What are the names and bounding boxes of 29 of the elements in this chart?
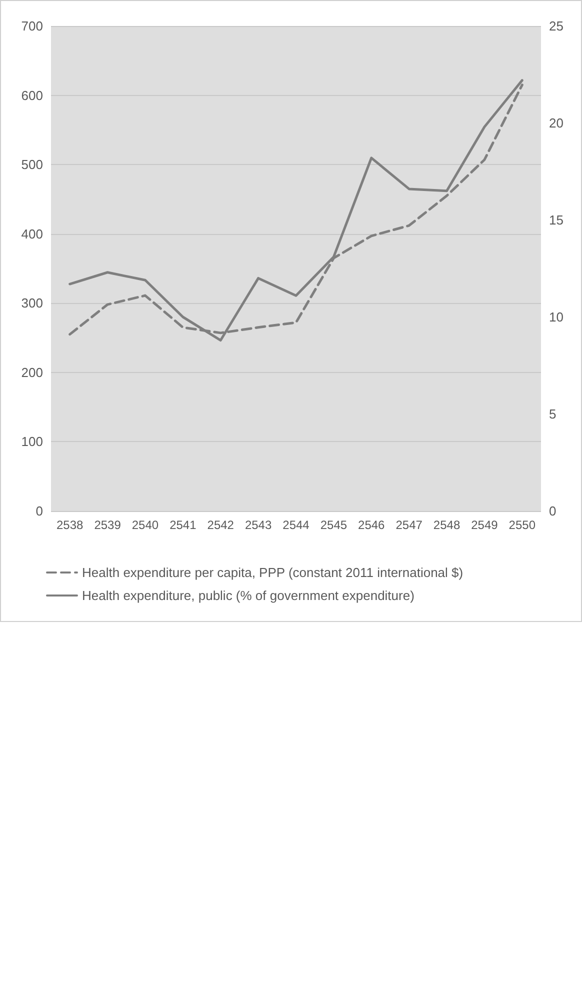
x-tick-label: 2546 [358, 518, 386, 532]
y2-tick-label: 0 [549, 504, 556, 518]
x-tick-label: 2545 [320, 518, 348, 532]
y-tick-label: 700 [21, 18, 43, 34]
y-tick-label: 600 [21, 88, 43, 103]
x-tick-label: 2543 [244, 518, 272, 532]
y-tick-label: 500 [21, 157, 43, 172]
x-tick-label: 2542 [207, 518, 234, 532]
x-tick-label: 2539 [94, 518, 122, 532]
x-tick-label: 2538 [56, 518, 84, 532]
y-tick-label: 200 [21, 364, 43, 380]
x-tick-label: 2549 [471, 518, 498, 532]
y2-tick-label: 20 [549, 116, 564, 130]
y2-tick-label: 15 [549, 212, 564, 228]
x-tick-label: 2550 [508, 518, 536, 532]
y-tick-label: 400 [21, 226, 43, 242]
x-tick-label: 2540 [132, 518, 159, 532]
y2-tick-label: 25 [549, 18, 564, 34]
legend-label: Health expenditure, public (% of government expenditure) [82, 588, 414, 603]
y-tick-label: 0 [36, 504, 43, 518]
x-tick-label: 2548 [433, 518, 460, 532]
x-tick-label: 2544 [282, 518, 310, 532]
legend-label: Health expenditure per capita, PPP (constant 2011 international $) [82, 565, 464, 580]
x-tick-label: 2541 [170, 518, 197, 532]
y-tick-label: 300 [21, 296, 43, 311]
x-tick-label: 2547 [396, 518, 423, 532]
y2-tick-label: 10 [549, 310, 564, 324]
y-tick-label: 100 [21, 434, 43, 450]
y2-tick-label: 5 [549, 406, 556, 422]
